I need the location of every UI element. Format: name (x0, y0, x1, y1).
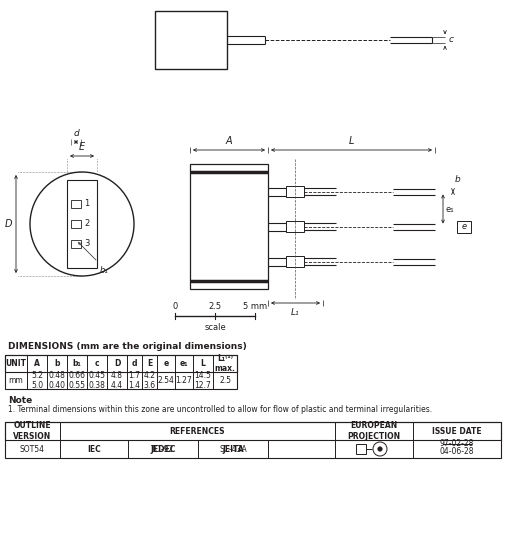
Text: E: E (147, 359, 152, 368)
Text: 14.5
12.7: 14.5 12.7 (194, 371, 212, 390)
Text: L: L (200, 359, 206, 368)
Bar (5, 422, 501, 458)
Bar (67, 180, 97, 268)
Bar (71, 200, 81, 208)
Text: 1.27: 1.27 (176, 376, 192, 385)
Text: 04-06-28: 04-06-28 (440, 447, 474, 457)
Text: DIMENSIONS (mm are the original dimensions): DIMENSIONS (mm are the original dimensio… (8, 342, 247, 351)
Text: 3: 3 (84, 240, 90, 248)
Text: b: b (54, 359, 60, 368)
Text: Note: Note (8, 396, 32, 405)
Text: c: c (449, 35, 454, 44)
Bar (155, 11, 227, 69)
Text: 0.45
0.38: 0.45 0.38 (88, 371, 106, 390)
Text: b₁: b₁ (100, 266, 109, 275)
Text: D: D (114, 359, 120, 368)
Text: L₁: L₁ (291, 308, 299, 317)
Text: 1. Terminal dimensions within this zone are uncontrolled to allow for flow of pl: 1. Terminal dimensions within this zone … (8, 405, 432, 414)
Text: c: c (95, 359, 99, 368)
Text: SOT54: SOT54 (20, 444, 45, 453)
Text: 4.8
4.4: 4.8 4.4 (111, 371, 123, 390)
Text: SC-43A: SC-43A (219, 444, 247, 453)
Bar (356, 444, 366, 454)
Text: UNIT: UNIT (6, 359, 26, 368)
Bar (286, 186, 304, 197)
Text: mm: mm (9, 376, 23, 385)
Text: b: b (455, 176, 461, 185)
Text: L: L (349, 136, 354, 146)
Text: D: D (5, 219, 12, 229)
Text: JEITA: JEITA (222, 444, 244, 453)
Text: 5 mm: 5 mm (243, 302, 267, 311)
Text: e: e (462, 222, 467, 231)
Bar (5, 422, 501, 440)
Text: 0.66
0.55: 0.66 0.55 (69, 371, 85, 390)
Text: JEDEC: JEDEC (150, 444, 176, 453)
Text: e: e (164, 359, 169, 368)
Circle shape (378, 447, 382, 451)
Text: A: A (226, 136, 232, 146)
Text: 2.5: 2.5 (209, 302, 222, 311)
Bar (286, 256, 304, 267)
Bar (286, 221, 304, 232)
Text: 0: 0 (172, 302, 178, 311)
Text: 2: 2 (84, 219, 89, 229)
Text: 2.5: 2.5 (219, 376, 231, 385)
Text: e₁: e₁ (445, 205, 453, 214)
Text: b₁: b₁ (73, 359, 81, 368)
Text: EUROPEAN
PROJECTION: EUROPEAN PROJECTION (347, 421, 400, 441)
Text: 1.7
1.4: 1.7 1.4 (128, 371, 140, 390)
Text: ISSUE DATE: ISSUE DATE (432, 427, 482, 436)
Text: 4.2
3.6: 4.2 3.6 (143, 371, 156, 390)
Text: d: d (73, 129, 79, 138)
Text: 2.54: 2.54 (158, 376, 174, 385)
Text: A: A (34, 359, 40, 368)
Bar (457, 221, 471, 232)
Text: e₁: e₁ (180, 359, 188, 368)
Bar (190, 164, 268, 289)
Text: OUTLINE
VERSION: OUTLINE VERSION (13, 421, 52, 441)
Bar (71, 240, 81, 248)
Bar (5, 355, 237, 372)
Text: L₁⁽¹⁾
max.: L₁⁽¹⁾ max. (215, 354, 235, 373)
Text: d: d (132, 359, 137, 368)
Text: TO-92: TO-92 (152, 444, 175, 453)
Bar (71, 220, 81, 228)
Text: 0.48
0.40: 0.48 0.40 (48, 371, 66, 390)
Text: REFERENCES: REFERENCES (170, 427, 225, 436)
Bar (5, 355, 237, 389)
Text: 97-02-28: 97-02-28 (440, 439, 474, 449)
Text: scale: scale (204, 323, 226, 332)
Text: E: E (79, 142, 85, 152)
Text: 1: 1 (84, 200, 89, 208)
Text: 5.2
5.0: 5.2 5.0 (31, 371, 43, 390)
Text: IEC: IEC (87, 444, 101, 453)
